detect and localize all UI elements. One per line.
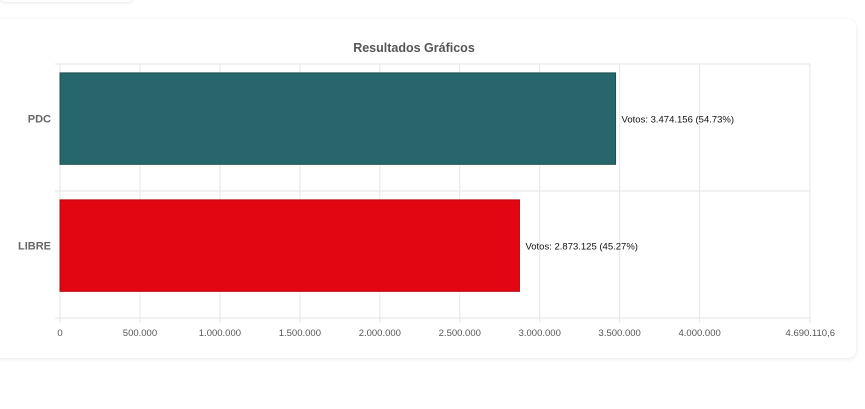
category-label: PDC: [28, 114, 51, 126]
x-tick-label: 3.000.000: [519, 328, 561, 339]
x-tick-label: 3.500.000: [599, 328, 641, 339]
chart-title: Resultados Gráficos: [353, 41, 475, 55]
bar-pdc: [59, 72, 617, 165]
bar-layer: [59, 72, 617, 292]
tick-layer: 0 500.000 1.000.000 1.500.000 2.000.000 2.500…: [57, 328, 835, 339]
x-tick-label: 2.000.000: [359, 328, 401, 339]
label-layer: PDC Votos: 3.474.156 (54.73%) LIBRE Votos: …: [18, 114, 734, 253]
category-label: LIBRE: [18, 241, 51, 253]
data-label: Votos: 2.873.125 (45.27%): [525, 242, 638, 253]
x-tick-label: 1.000.000: [199, 328, 241, 339]
x-tick-label: 0: [57, 328, 62, 339]
top-tab: [0, 0, 133, 2]
bar-libre: [59, 199, 520, 292]
x-tick-label: 2.500.000: [439, 328, 481, 339]
x-tick-label: 1.500.000: [279, 328, 321, 339]
x-tick-label: 4.690.110,6: [786, 328, 835, 339]
data-label: Votos: 3.474.156 (54.73%): [622, 115, 735, 126]
x-tick-label: 500.000: [123, 328, 157, 339]
x-tick-label: 4.000.000: [679, 328, 721, 339]
